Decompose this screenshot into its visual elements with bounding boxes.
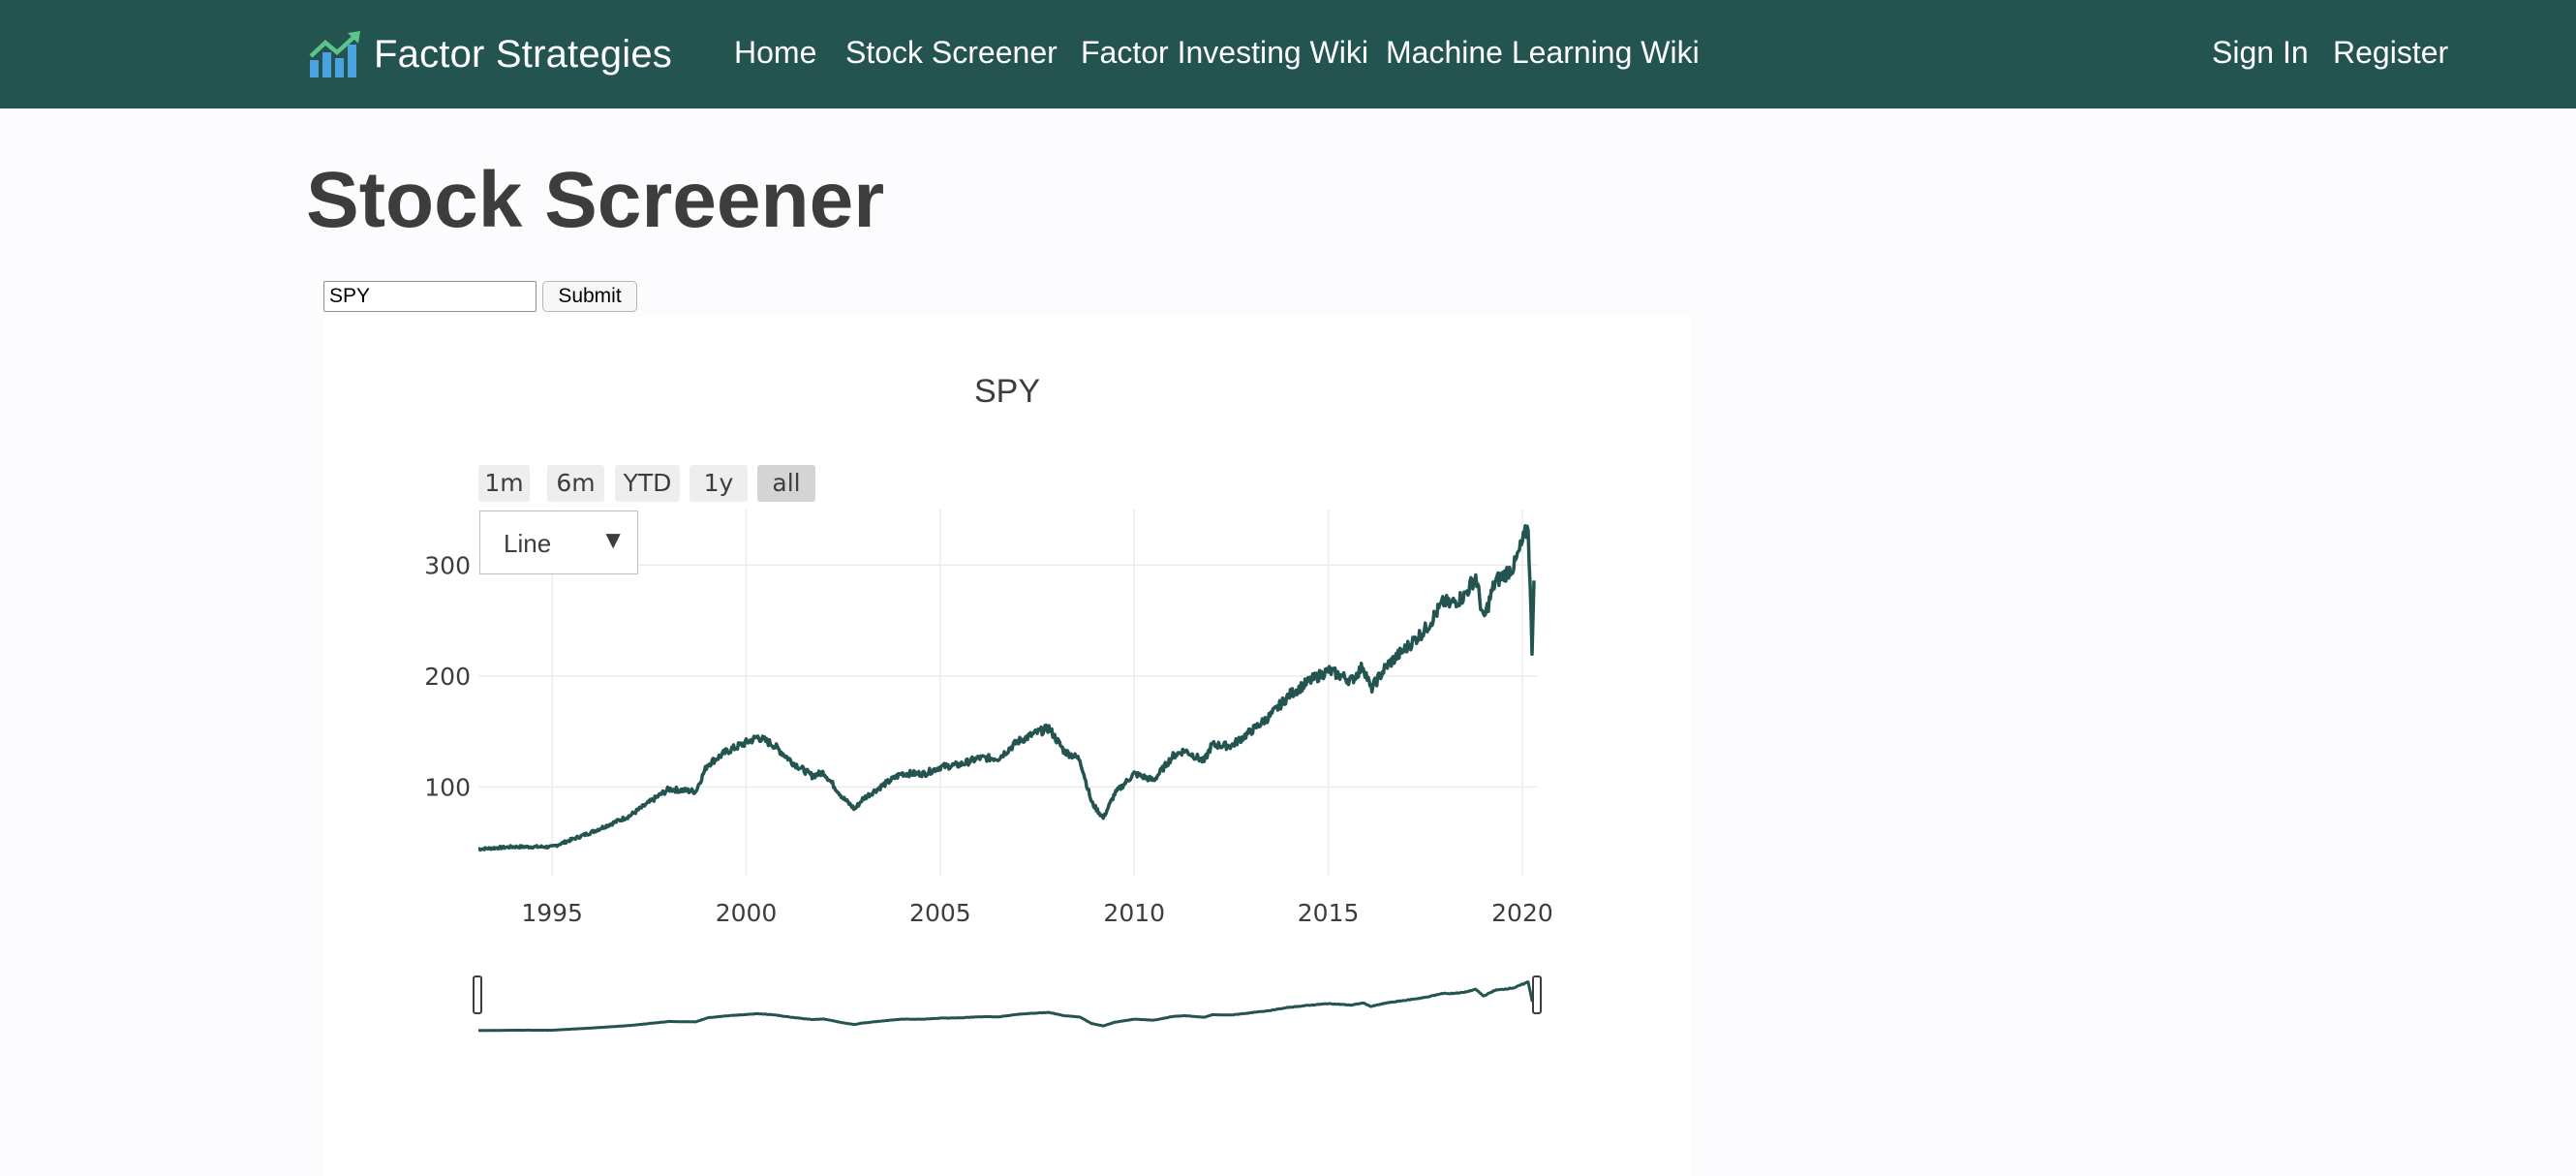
range-button-label[interactable]: 1y [704, 469, 734, 497]
rangeslider-right-handle[interactable] [1532, 975, 1542, 1014]
chart-type-dropdown[interactable]: Line ▼ [479, 511, 638, 574]
nav-link-sign-in[interactable]: Sign In [2212, 35, 2309, 70]
nav-link-machine-learning-wiki[interactable]: Machine Learning Wiki [1386, 35, 1700, 70]
ticker-input[interactable] [323, 281, 537, 312]
y-tick-label: 300 [424, 551, 471, 579]
price-chart: SPY 1995 2000 2005 2010 2015 2020 100 200 300 1m 6m… [424, 373, 1553, 1033]
x-tick-label: 2000 [716, 899, 778, 927]
y-tick-label: 200 [424, 663, 471, 691]
submit-button[interactable]: Submit [542, 281, 637, 312]
x-tick-label: 1995 [521, 899, 583, 927]
page-title: Stock Screener [306, 156, 885, 244]
range-button-1y[interactable] [690, 465, 748, 502]
range-button-label[interactable]: all [772, 469, 800, 497]
nav-link-factor-investing-wiki[interactable]: Factor Investing Wiki [1081, 35, 1368, 70]
range-button-label[interactable]: YTD [623, 469, 672, 497]
range-button-1m[interactable] [478, 465, 530, 502]
price-line [477, 524, 1536, 852]
range-button-ytd[interactable] [615, 465, 680, 502]
x-tick-label: 2010 [1103, 899, 1165, 927]
navbar: Factor Strategies Home Stock Screener Fa… [0, 0, 2576, 108]
x-tick-label: 2015 [1298, 899, 1360, 927]
range-button-all[interactable] [757, 465, 815, 502]
nav-link-home[interactable]: Home [734, 35, 817, 70]
range-button-label[interactable]: 6m [556, 469, 595, 497]
chart-logo-icon [309, 31, 360, 77]
range-button-label[interactable]: 1m [484, 469, 523, 497]
rangeslider-line [477, 980, 1536, 1033]
brand-link[interactable]: Factor Strategies [308, 27, 672, 81]
caret-down-icon: ▼ [600, 525, 626, 554]
chart-type-value: Line [504, 529, 552, 558]
y-tick-label: 100 [424, 773, 471, 801]
rangeslider-left-handle[interactable] [473, 975, 482, 1014]
range-button-6m[interactable] [547, 465, 604, 502]
x-tick-label: 2020 [1491, 899, 1553, 927]
nav-link-register[interactable]: Register [2333, 35, 2449, 70]
nav-link-stock-screener[interactable]: Stock Screener [845, 35, 1058, 70]
plot-container [323, 316, 1691, 1176]
chart-title: SPY [974, 373, 1040, 410]
brand-name: Factor Strategies [374, 32, 672, 76]
x-tick-label: 2005 [909, 899, 971, 927]
